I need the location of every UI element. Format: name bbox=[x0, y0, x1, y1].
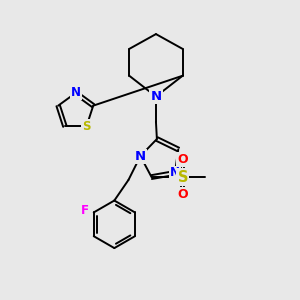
Text: S: S bbox=[82, 120, 91, 133]
Text: S: S bbox=[178, 169, 188, 184]
Text: N: N bbox=[150, 90, 161, 103]
Text: F: F bbox=[81, 204, 89, 218]
Text: N: N bbox=[135, 150, 146, 163]
Text: O: O bbox=[177, 188, 188, 201]
Text: O: O bbox=[177, 153, 188, 166]
Text: N: N bbox=[71, 86, 81, 99]
Text: N: N bbox=[170, 167, 180, 179]
